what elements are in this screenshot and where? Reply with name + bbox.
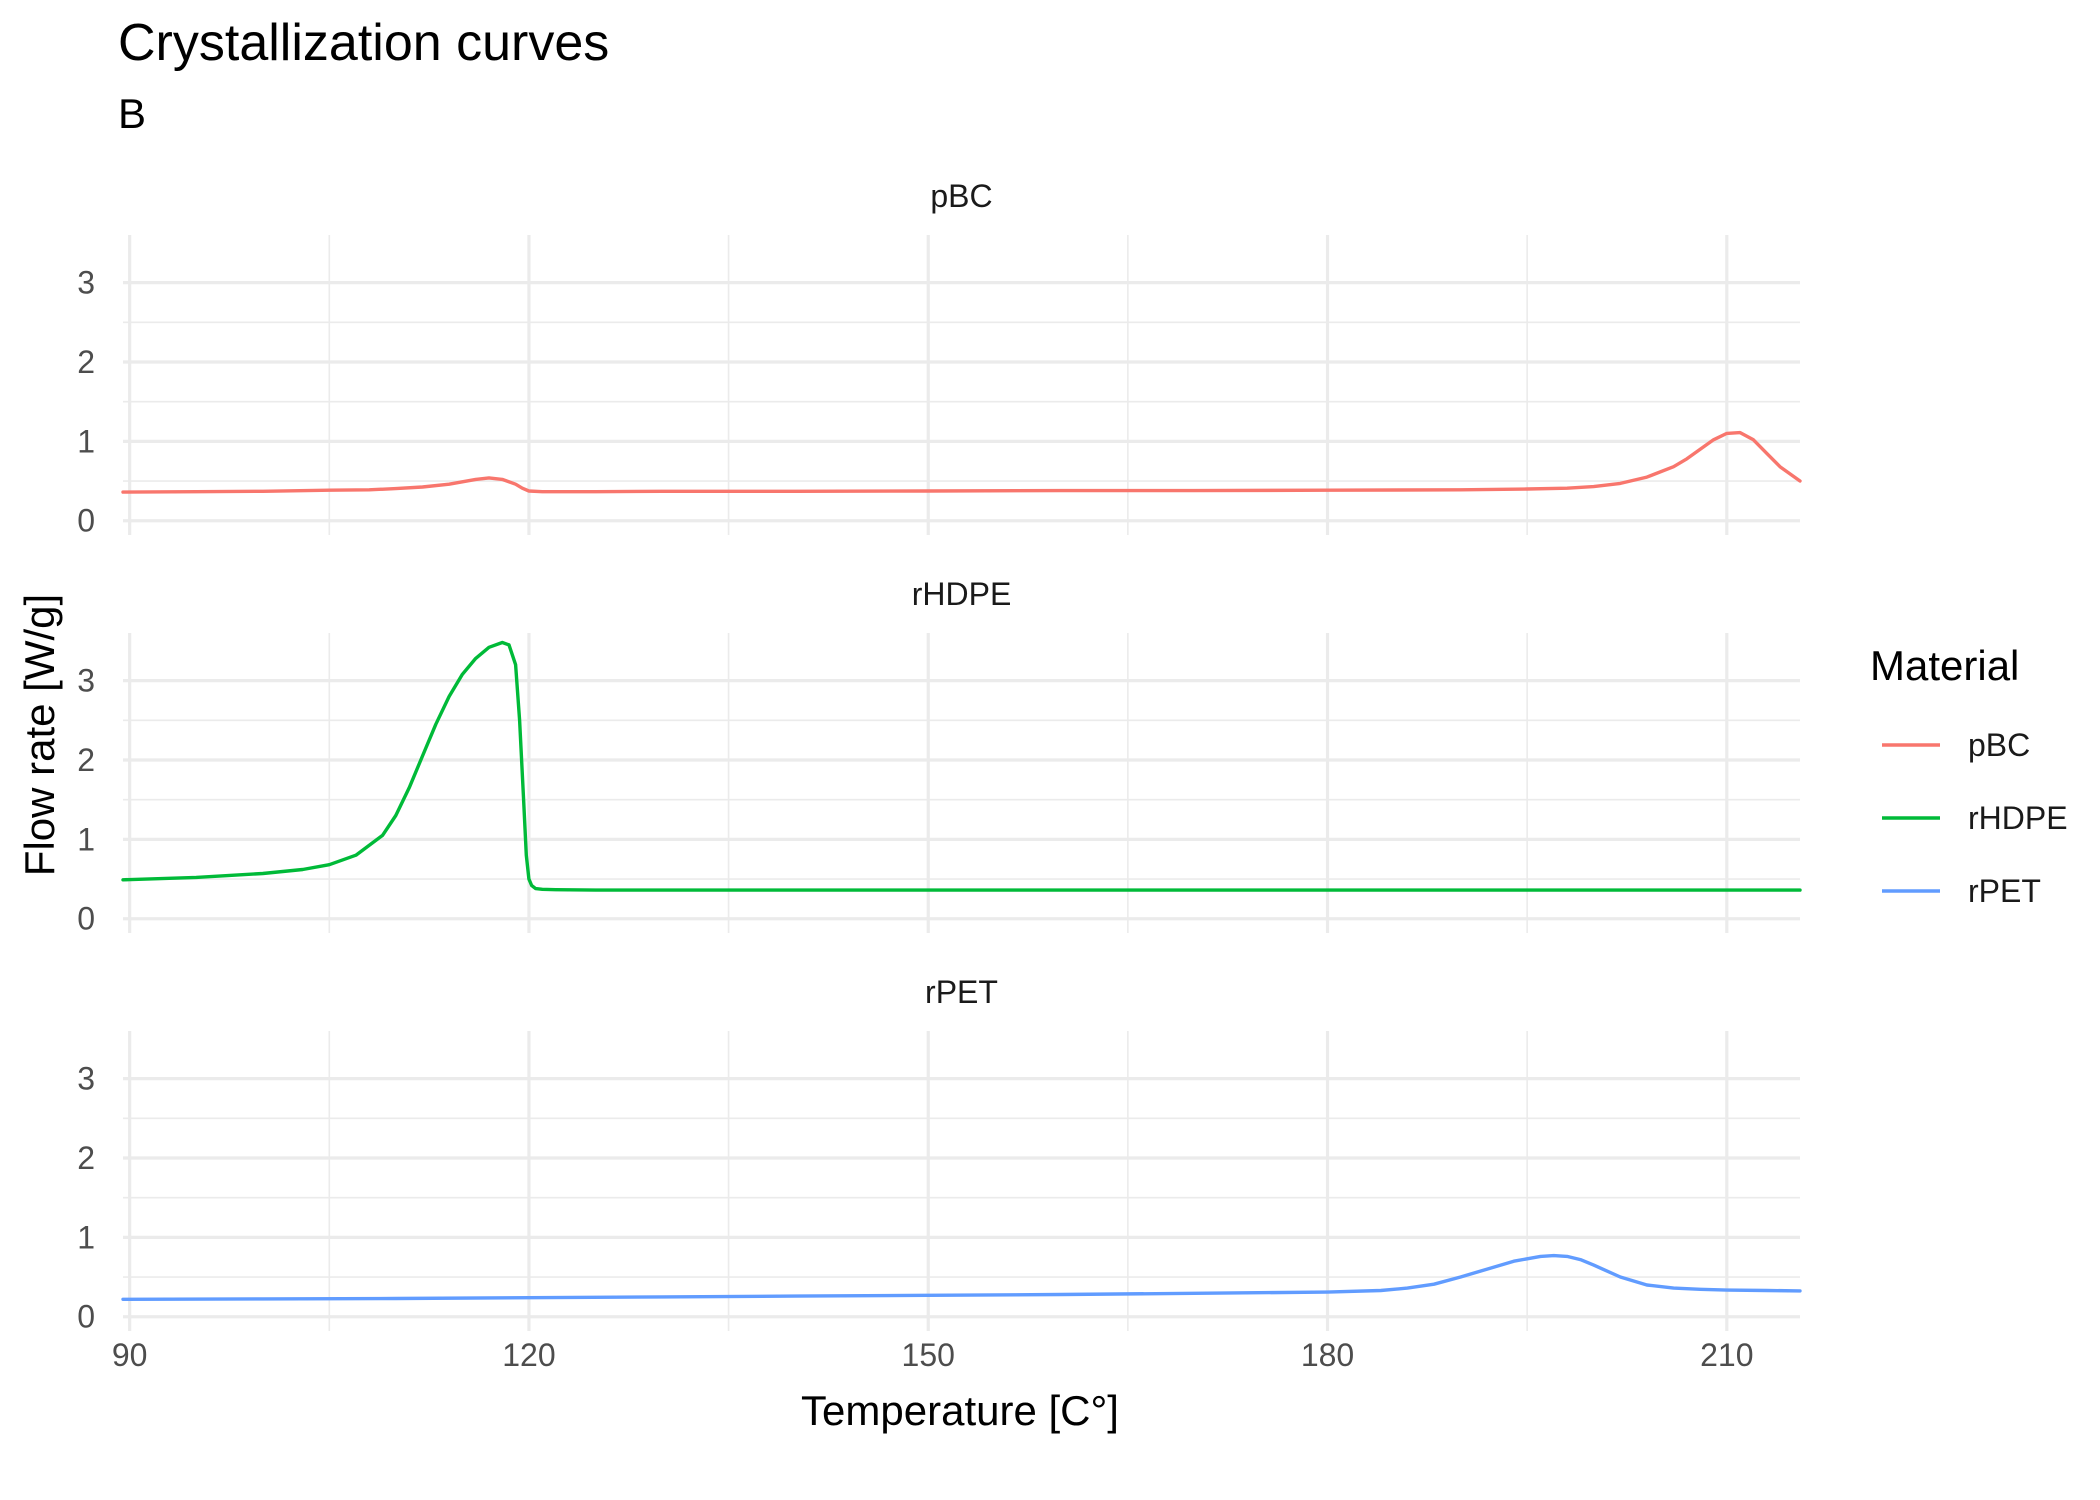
legend-item-rPET: rPET bbox=[1882, 873, 2041, 909]
legend-items: pBC rHDPE rPET bbox=[1882, 727, 2068, 909]
x-tick-label: 90 bbox=[112, 1337, 148, 1373]
facet-strip-label: pBC bbox=[930, 178, 992, 214]
facet-panel-rHDPE: rHDPE 0 1 2 3 bbox=[77, 576, 1802, 937]
legend-item-pBC: pBC bbox=[1882, 727, 2030, 763]
legend-label: pBC bbox=[1968, 727, 2030, 763]
legend-title: Material bbox=[1870, 642, 2019, 689]
legend-label: rPET bbox=[1968, 873, 2041, 909]
facet-strip-label: rHDPE bbox=[912, 576, 1012, 612]
series-line-rHDPE bbox=[121, 640, 1802, 892]
y-tick-label: 3 bbox=[77, 265, 95, 301]
legend-label: rHDPE bbox=[1968, 800, 2068, 836]
x-axis-title: Temperature [C°] bbox=[801, 1387, 1119, 1434]
y-tick-label: 1 bbox=[77, 821, 95, 857]
facet-panels: pBC 0 1 2 3 rHDPE 0 1 2 3 rPET 0 1 2 3 bbox=[77, 178, 1802, 1335]
y-tick-label: 3 bbox=[77, 1061, 95, 1097]
y-tick-label: 2 bbox=[77, 742, 95, 778]
x-tick-label: 150 bbox=[902, 1337, 955, 1373]
legend-item-rHDPE: rHDPE bbox=[1882, 800, 2068, 836]
y-tick-label: 3 bbox=[77, 663, 95, 699]
y-tick-label: 0 bbox=[77, 1299, 95, 1335]
series-line-pBC bbox=[121, 430, 1802, 494]
y-tick-label: 2 bbox=[77, 344, 95, 380]
facet-panel-rPET: rPET 0 1 2 3 bbox=[77, 974, 1802, 1335]
y-tick-label: 1 bbox=[77, 423, 95, 459]
chart-title: Crystallization curves bbox=[118, 14, 609, 72]
series-line-rPET bbox=[121, 1253, 1802, 1301]
y-axis-title: Flow rate [W/g] bbox=[16, 594, 63, 876]
x-tick-label: 210 bbox=[1700, 1337, 1753, 1373]
y-tick-label: 0 bbox=[77, 503, 95, 539]
legend: Material pBC rHDPE rPET bbox=[1870, 642, 2068, 909]
facet-panel-pBC: pBC 0 1 2 3 bbox=[77, 178, 1802, 539]
y-tick-label: 1 bbox=[77, 1219, 95, 1255]
x-tick-label: 120 bbox=[502, 1337, 555, 1373]
facet-strip-label: rPET bbox=[925, 974, 998, 1010]
x-tick-label: 180 bbox=[1301, 1337, 1354, 1373]
x-axis-ticks: 90 120 150 180 210 bbox=[112, 1337, 1754, 1373]
chart-subtitle: B bbox=[118, 90, 146, 137]
y-tick-label: 0 bbox=[77, 901, 95, 937]
y-tick-label: 2 bbox=[77, 1140, 95, 1176]
